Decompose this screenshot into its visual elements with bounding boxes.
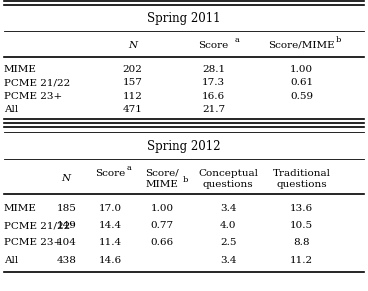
Text: 17.0: 17.0 (99, 204, 122, 212)
Text: 149: 149 (56, 221, 76, 230)
Text: a: a (126, 164, 131, 172)
Text: 157: 157 (123, 79, 142, 87)
Text: 185: 185 (56, 204, 76, 212)
Text: MIME: MIME (4, 204, 36, 212)
Text: 438: 438 (56, 256, 76, 265)
Text: Score: Score (95, 169, 125, 178)
Text: 1.00: 1.00 (151, 204, 173, 212)
Text: Conceptual: Conceptual (198, 169, 258, 178)
Text: PCME 23+: PCME 23+ (4, 92, 62, 100)
Text: 3.4: 3.4 (220, 256, 236, 265)
Text: 3.4: 3.4 (220, 204, 236, 212)
Text: 11.4: 11.4 (99, 239, 122, 247)
Text: 104: 104 (56, 239, 76, 247)
Text: N: N (128, 41, 137, 49)
Text: 1.00: 1.00 (290, 65, 313, 74)
Text: 14.6: 14.6 (99, 256, 122, 265)
Text: Spring 2012: Spring 2012 (147, 141, 221, 153)
Text: 2.5: 2.5 (220, 239, 236, 247)
Text: PCME 21/22: PCME 21/22 (4, 79, 70, 87)
Text: PCME 21/22ᶜ: PCME 21/22ᶜ (4, 221, 74, 230)
Text: All: All (4, 105, 18, 113)
Text: 8.8: 8.8 (294, 239, 310, 247)
Text: 202: 202 (123, 65, 142, 74)
Text: Score/: Score/ (145, 169, 179, 178)
Text: Spring 2011: Spring 2011 (147, 13, 221, 25)
Text: All: All (4, 256, 18, 265)
Text: Traditional: Traditional (273, 169, 331, 178)
Text: MIME: MIME (4, 65, 36, 74)
Text: 17.3: 17.3 (202, 79, 225, 87)
Text: MIME: MIME (145, 180, 178, 189)
Text: 11.2: 11.2 (290, 256, 313, 265)
Text: b: b (336, 36, 341, 44)
Text: 0.66: 0.66 (151, 239, 173, 247)
Text: 112: 112 (123, 92, 142, 100)
Text: 14.4: 14.4 (99, 221, 122, 230)
Text: 4.0: 4.0 (220, 221, 236, 230)
Text: b: b (183, 175, 188, 184)
Text: 28.1: 28.1 (202, 65, 225, 74)
Text: N: N (62, 175, 71, 183)
Text: 471: 471 (123, 105, 142, 113)
Text: questions: questions (276, 180, 327, 189)
Text: 13.6: 13.6 (290, 204, 313, 212)
Text: a: a (235, 36, 240, 44)
Text: 0.59: 0.59 (290, 92, 313, 100)
Text: 0.77: 0.77 (151, 221, 173, 230)
Text: 16.6: 16.6 (202, 92, 225, 100)
Text: 21.7: 21.7 (202, 105, 225, 113)
Text: Score: Score (198, 41, 229, 49)
Text: 0.61: 0.61 (290, 79, 313, 87)
Text: 10.5: 10.5 (290, 221, 313, 230)
Text: Score/MIME: Score/MIME (268, 41, 335, 49)
Text: questions: questions (203, 180, 254, 189)
Text: PCME 23+: PCME 23+ (4, 239, 62, 247)
